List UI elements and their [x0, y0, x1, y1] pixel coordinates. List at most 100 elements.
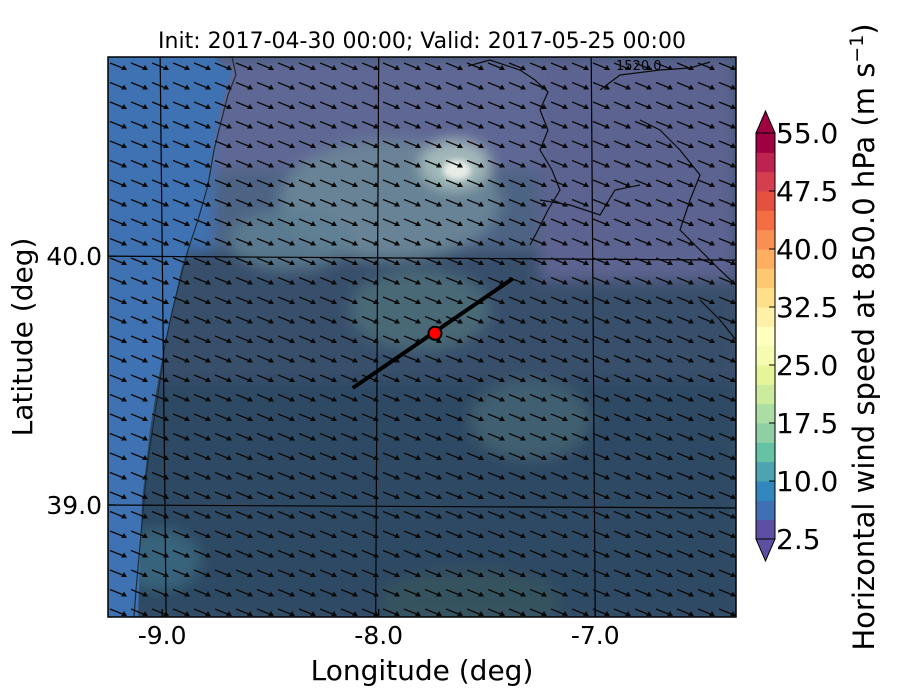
wind-vector-head: [562, 318, 568, 324]
wind-vector-head: [394, 65, 400, 70]
wind-vector-head: [226, 182, 232, 187]
wind-vector-head: [415, 260, 421, 265]
wind-vector-head: [625, 416, 631, 421]
wind-vector-head: [604, 260, 610, 265]
wind-vector-head: [478, 494, 484, 499]
wind-vector-head: [373, 182, 379, 187]
wind-vector-head: [457, 533, 463, 538]
wind-vector-head: [184, 240, 190, 246]
wind-vector-head: [625, 84, 631, 90]
wind-vector-head: [625, 533, 631, 538]
wind-vector-head: [499, 377, 505, 382]
wind-vector-head: [352, 201, 358, 207]
wind-vector-head: [226, 104, 232, 109]
wind-vector-head: [415, 65, 421, 70]
wind-vector-head: [184, 552, 190, 558]
colorbar-label-suffix: ): [847, 23, 881, 34]
wind-vector-head: [541, 260, 547, 265]
colorbar-extend-min: [755, 538, 776, 563]
wind-vector-head: [646, 201, 652, 207]
wind-vector-head: [226, 65, 232, 70]
wind-vector-head: [646, 143, 652, 148]
wind-vector-head: [247, 318, 253, 324]
wind-vector-head: [730, 455, 736, 460]
wind-vector-head: [373, 338, 379, 343]
wind-vector-head: [709, 435, 715, 441]
wind-vector-head: [310, 65, 316, 70]
cross-section-line: [351, 276, 515, 390]
wind-vector-head: [541, 221, 547, 226]
wind-vector-head: [289, 182, 295, 187]
wind-vector-head: [289, 84, 295, 90]
wind-vector-head: [625, 182, 631, 187]
wind-vector-head: [289, 162, 295, 168]
wind-vector-head: [121, 260, 127, 265]
wind-vector-head: [478, 84, 484, 90]
wind-vector-head: [121, 513, 127, 519]
wind-vector-head: [331, 240, 337, 246]
wind-vector-head: [541, 494, 547, 499]
wind-vector-head: [457, 435, 463, 441]
wind-vector-head: [163, 494, 169, 499]
wind-vector-head: [142, 104, 148, 109]
y-tick-label: 40.0: [46, 242, 102, 271]
wind-vector-head: [688, 201, 694, 207]
colorbar-tick-label: 17.5: [776, 407, 838, 440]
wind-vector-head: [730, 318, 736, 324]
wind-vector-head: [583, 143, 589, 148]
wind-vector-head: [121, 104, 127, 109]
wind-vector-head: [709, 455, 715, 460]
wind-vector-head: [625, 260, 631, 265]
wind-vector-head: [604, 221, 610, 226]
wind-vector-head: [520, 299, 526, 304]
wind-vector-head: [478, 338, 484, 343]
wind-vector-head: [247, 221, 253, 226]
wind-vector-head: [121, 84, 127, 90]
wind-vector-head: [289, 552, 295, 558]
wind-vector-head: [562, 279, 568, 285]
wind-vector-head: [184, 357, 190, 363]
wind-vector-head: [415, 552, 421, 558]
wind-vector-head: [604, 240, 610, 246]
wind-vector-head: [646, 123, 652, 129]
wind-vector-head: [163, 162, 169, 168]
gridline-lat: [108, 504, 736, 509]
wind-vector-head: [268, 104, 274, 109]
wind-vector-head: [625, 513, 631, 519]
wind-vector-head: [730, 396, 736, 402]
wind-vector-head: [646, 591, 652, 597]
wind-vector-head: [394, 435, 400, 441]
wind-vector-head: [121, 338, 127, 343]
wind-vector-head: [142, 162, 148, 168]
wind-vector-head: [352, 591, 358, 597]
wind-vector-head: [289, 435, 295, 441]
x-tick-label: -8.0: [354, 621, 403, 650]
wind-vector-head: [436, 591, 442, 597]
wind-vector-head: [226, 123, 232, 129]
wind-vector-head: [520, 182, 526, 187]
wind-vector-head: [184, 533, 190, 538]
wind-vector-head: [667, 552, 673, 558]
wind-vector-head: [436, 123, 442, 129]
wind-vector-head: [352, 338, 358, 343]
wind-vector-head: [226, 552, 232, 558]
wind-vector-head: [331, 611, 337, 616]
wind-vector-head: [436, 182, 442, 187]
wind-vector-head: [163, 201, 169, 207]
wind-vector-head: [457, 455, 463, 460]
wind-vector-head: [688, 591, 694, 597]
wind-vector-head: [310, 240, 316, 246]
wind-vector-head: [583, 513, 589, 519]
wind-vector-head: [520, 123, 526, 129]
wind-vector-head: [520, 474, 526, 480]
wind-vector-head: [499, 318, 505, 324]
wind-vector-head: [352, 611, 358, 616]
wind-vector-head: [205, 338, 211, 343]
wind-vector-head: [415, 318, 421, 324]
field-region: [470, 380, 590, 460]
wind-vector-head: [247, 513, 253, 519]
wind-vector-head: [688, 513, 694, 519]
wind-vector-head: [247, 377, 253, 382]
wind-vector-head: [142, 260, 148, 265]
wind-vector-head: [499, 299, 505, 304]
